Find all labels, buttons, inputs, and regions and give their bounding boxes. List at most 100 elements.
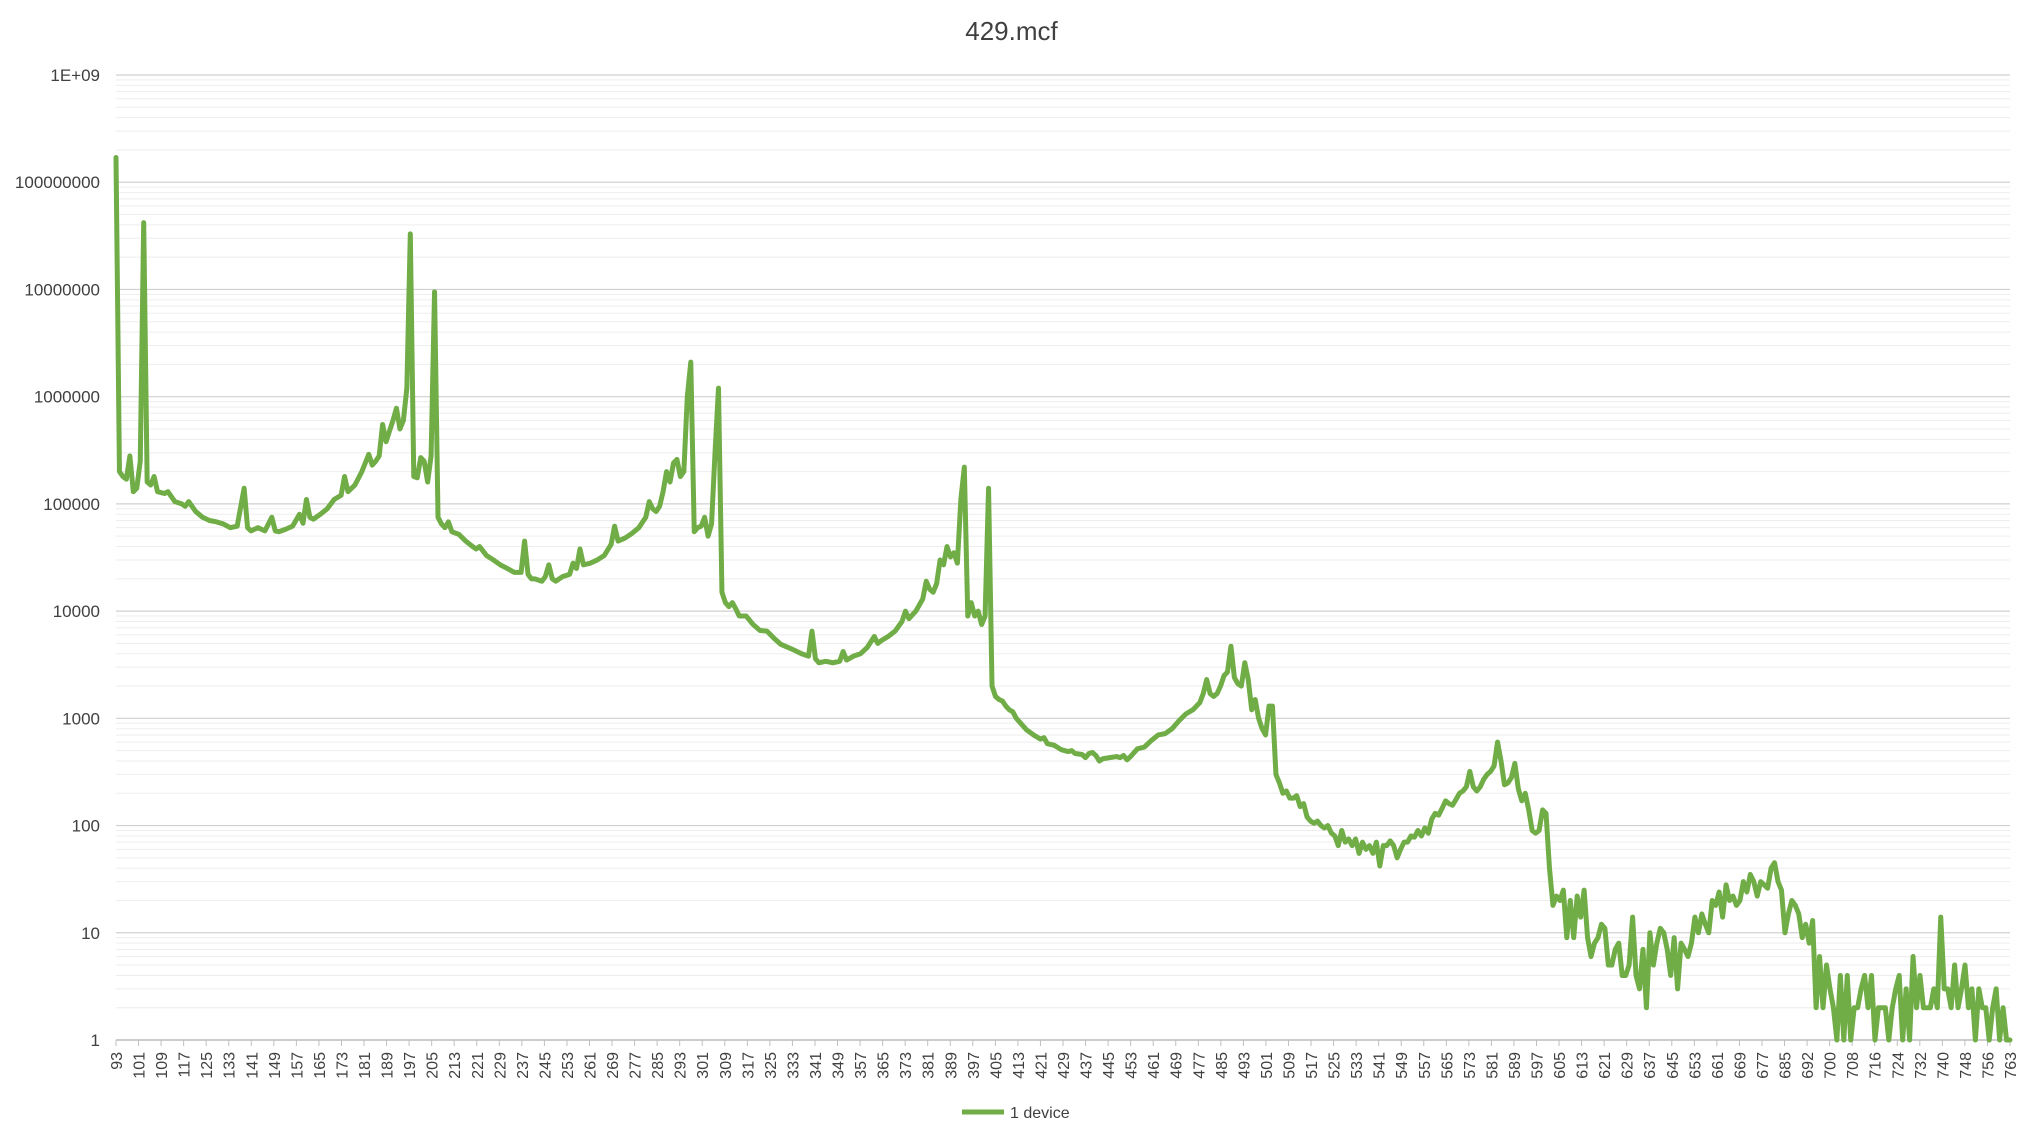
x-tick-label: 93 (109, 1052, 126, 1070)
x-tick-label: 557 (1417, 1052, 1434, 1079)
x-tick-label: 469 (1169, 1052, 1186, 1079)
y-tick-label: 1 (91, 1031, 100, 1050)
x-tick-label: 661 (1710, 1052, 1727, 1079)
x-tick-label: 125 (199, 1052, 216, 1079)
x-tick-label: 101 (132, 1052, 149, 1079)
x-tick-label: 133 (222, 1052, 239, 1079)
x-tick-label: 692 (1800, 1052, 1817, 1079)
x-tick-label: 485 (1214, 1052, 1231, 1079)
x-tick-label: 173 (334, 1052, 351, 1079)
y-tick-label: 1000000 (34, 388, 100, 407)
legend-label: 1 device (1010, 1105, 1070, 1122)
x-tick-label: 637 (1642, 1052, 1659, 1079)
x-tick-labels: 93 101 109 117 125 133 141 149 157 165 173 181 189 19… (109, 1040, 2020, 1079)
x-tick-label: 309 (718, 1052, 735, 1079)
x-tick-label: 549 (1394, 1052, 1411, 1079)
x-tick-label: 205 (425, 1052, 442, 1079)
x-tick-label: 229 (492, 1052, 509, 1079)
x-tick-label: 597 (1530, 1052, 1547, 1079)
x-tick-label: 277 (628, 1052, 645, 1079)
x-tick-label: 333 (785, 1052, 802, 1079)
x-tick-label: 724 (1890, 1052, 1907, 1079)
x-tick-label: 245 (537, 1052, 554, 1079)
y-tick-label: 1E+09 (50, 66, 100, 85)
x-tick-label: 461 (1146, 1052, 1163, 1079)
x-tick-label: 645 (1665, 1052, 1682, 1079)
x-tick-label: 357 (853, 1052, 870, 1079)
x-tick-label: 293 (673, 1052, 690, 1079)
x-tick-label: 669 (1732, 1052, 1749, 1079)
x-tick-label: 181 (357, 1052, 374, 1079)
x-tick-label: 541 (1372, 1052, 1389, 1079)
x-tick-label: 117 (177, 1052, 194, 1078)
x-tick-label: 477 (1191, 1052, 1208, 1079)
x-tick-label: 453 (1124, 1052, 1141, 1079)
y-tick-label: 100000 (43, 495, 100, 514)
x-tick-label: 677 (1755, 1052, 1772, 1079)
x-tick-label: 221 (470, 1052, 487, 1079)
x-tick-label: 629 (1620, 1052, 1637, 1079)
y-tick-label: 10000 (53, 602, 100, 621)
x-tick-label: 285 (650, 1052, 667, 1079)
x-tick-label: 253 (560, 1052, 577, 1079)
x-tick-label: 109 (154, 1052, 171, 1079)
x-tick-label: 708 (1845, 1052, 1862, 1079)
x-tick-label: 763 (2003, 1052, 2020, 1079)
x-tick-label: 700 (1823, 1052, 1840, 1079)
x-tick-label: 341 (808, 1052, 825, 1079)
x-tick-label: 653 (1687, 1052, 1704, 1079)
x-tick-label: 613 (1575, 1052, 1592, 1079)
x-tick-label: 413 (1011, 1052, 1028, 1079)
chart-title: 429.mcf (965, 16, 1058, 46)
x-tick-label: 501 (1259, 1052, 1276, 1079)
x-tick-label: 397 (966, 1052, 983, 1079)
x-tick-label: 573 (1462, 1052, 1479, 1079)
x-tick-label: 533 (1349, 1052, 1366, 1079)
x-tick-label: 381 (921, 1052, 938, 1079)
x-tick-label: 189 (380, 1052, 397, 1079)
x-tick-label: 621 (1597, 1052, 1614, 1079)
x-tick-label: 165 (312, 1052, 329, 1079)
x-tick-label: 581 (1484, 1052, 1501, 1079)
y-tick-label: 100 (72, 817, 100, 836)
x-tick-label: 349 (831, 1052, 848, 1079)
x-tick-label: 605 (1552, 1052, 1569, 1079)
x-tick-label: 261 (583, 1052, 600, 1079)
x-tick-label: 405 (988, 1052, 1005, 1079)
x-tick-label: 237 (515, 1052, 532, 1079)
x-tick-label: 509 (1281, 1052, 1298, 1079)
y-tick-label: 100000000 (15, 173, 100, 192)
x-tick-label: 389 (943, 1052, 960, 1079)
x-tick-label: 748 (1958, 1052, 1975, 1079)
x-tick-label: 213 (447, 1052, 464, 1079)
x-tick-label: 493 (1236, 1052, 1253, 1079)
x-tick-label: 589 (1507, 1052, 1524, 1079)
x-tick-label: 141 (244, 1052, 261, 1079)
x-tick-label: 197 (402, 1052, 419, 1079)
x-tick-label: 685 (1778, 1052, 1795, 1079)
minor-gridlines (116, 79, 2010, 1009)
x-tick-label: 149 (267, 1052, 284, 1079)
series-line-1-device (113, 155, 2013, 1043)
x-tick-label: 429 (1056, 1052, 1073, 1079)
x-tick-label: 157 (289, 1052, 306, 1079)
x-tick-label: 756 (1980, 1052, 1997, 1079)
x-tick-label: 317 (740, 1052, 757, 1079)
x-tick-label: 525 (1327, 1052, 1344, 1079)
x-tick-label: 269 (605, 1052, 622, 1079)
x-tick-label: 565 (1439, 1052, 1456, 1079)
x-tick-label: 421 (1033, 1052, 1050, 1079)
x-tick-label: 365 (876, 1052, 893, 1079)
x-tick-label: 716 (1868, 1052, 1885, 1079)
x-tick-label: 437 (1079, 1052, 1096, 1079)
x-tick-label: 301 (695, 1052, 712, 1079)
y-tick-label: 1000 (62, 709, 100, 728)
y-tick-label: 10 (81, 924, 100, 943)
x-tick-label: 732 (1913, 1052, 1930, 1079)
legend: 1 device (962, 1105, 1070, 1122)
x-tick-label: 325 (763, 1052, 780, 1079)
x-tick-label: 740 (1935, 1052, 1952, 1079)
y-tick-label: 10000000 (24, 280, 100, 299)
